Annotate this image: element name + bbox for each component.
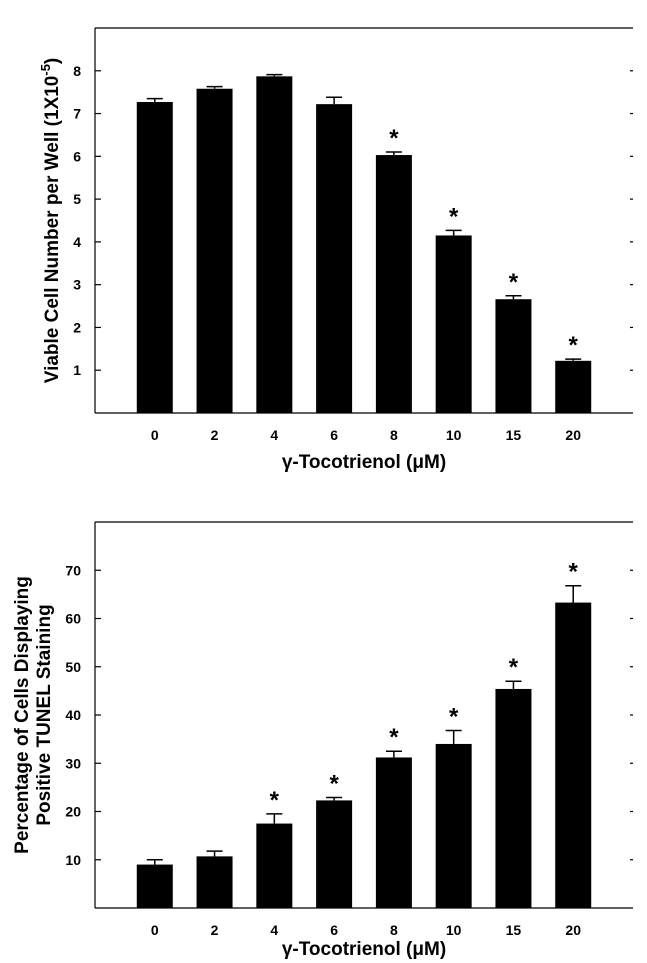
bar-0 (136, 864, 173, 908)
y-tick-label: 40 (65, 707, 81, 723)
y-axis-title-exponent: -5 (38, 64, 53, 76)
y-axis-title: Viable Cell Number per Well (1X10-5) (38, 58, 63, 384)
bar-2 (196, 88, 233, 413)
bar-15 (495, 688, 532, 908)
significance-marker: * (449, 203, 459, 230)
x-tick-label: 8 (390, 922, 398, 938)
chart-panel-1: 1 2 3 4 5 6 7 8 0 2 4 6 * 8 * 10 * 15 * 20 γ-Tocotrienol (μM… (38, 27, 633, 473)
x-tick-label: 10 (446, 922, 462, 938)
x-tick-label: 4 (270, 922, 278, 938)
significance-marker: * (389, 125, 399, 152)
bar-10 (435, 235, 472, 413)
y-tick-label: 6 (73, 148, 81, 164)
x-tick-label: 2 (211, 427, 219, 443)
bar-10 (435, 743, 472, 908)
y-axis-title-line-1: Percentage of Cells Displaying (12, 576, 33, 854)
y-tick-label: 2 (73, 319, 81, 335)
y-tick-label: 8 (73, 63, 81, 79)
y-axis-title-line-2: Positive TUNEL Staining (34, 604, 55, 825)
y-tick-label: 20 (65, 804, 81, 820)
x-tick-label: 2 (211, 922, 219, 938)
significance-marker: * (569, 332, 579, 359)
significance-marker: * (509, 269, 519, 296)
y-tick-label: 5 (73, 191, 81, 207)
y-tick-label: 1 (73, 362, 81, 378)
bar-20 (555, 360, 592, 413)
x-tick-label: 0 (151, 427, 159, 443)
x-tick-label: 20 (565, 427, 581, 443)
x-tick-label: 15 (506, 427, 522, 443)
x-axis-title: γ-Tocotrienol (μM) (282, 939, 446, 960)
bar-6 (316, 800, 353, 908)
chart-panel-2: 10 20 30 40 50 60 70 0 2 * 4 * 6 * 8 * 10 * 15 * 20 γ-Tocotri… (12, 521, 633, 960)
y-tick-label: 4 (73, 234, 81, 250)
bar-2 (196, 856, 233, 908)
y-tick-label: 50 (65, 659, 81, 675)
x-tick-label: 4 (270, 427, 278, 443)
significance-marker: * (270, 787, 280, 814)
y-tick-label: 70 (65, 562, 81, 578)
bar-0 (136, 102, 173, 413)
y-axis-title-close: ) (42, 58, 63, 64)
bar-4 (256, 823, 293, 908)
y-tick-label: 30 (65, 755, 81, 771)
x-tick-label: 8 (390, 427, 398, 443)
y-tick-label: 7 (73, 106, 81, 122)
bar-6 (316, 104, 353, 414)
x-tick-label: 10 (446, 427, 462, 443)
x-tick-label: 0 (151, 922, 159, 938)
y-tick-label: 3 (73, 277, 81, 293)
bar-8 (375, 757, 412, 908)
x-tick-label: 6 (330, 427, 338, 443)
bar-4 (256, 76, 293, 413)
significance-marker: * (569, 559, 579, 586)
bar-8 (375, 155, 412, 414)
x-tick-label: 6 (330, 922, 338, 938)
x-axis-title: γ-Tocotrienol (μM) (282, 452, 446, 473)
y-tick-label: 60 (65, 611, 81, 627)
bar-15 (495, 299, 532, 413)
y-axis-title-main: Viable Cell Number per Well (1X10 (42, 76, 63, 384)
significance-marker: * (389, 724, 399, 751)
significance-marker: * (449, 703, 459, 730)
x-tick-label: 15 (506, 922, 522, 938)
bar-20 (555, 602, 592, 908)
y-tick-label: 10 (65, 852, 81, 868)
x-tick-label: 20 (565, 922, 581, 938)
significance-marker: * (509, 654, 519, 681)
significance-marker: * (329, 771, 339, 798)
